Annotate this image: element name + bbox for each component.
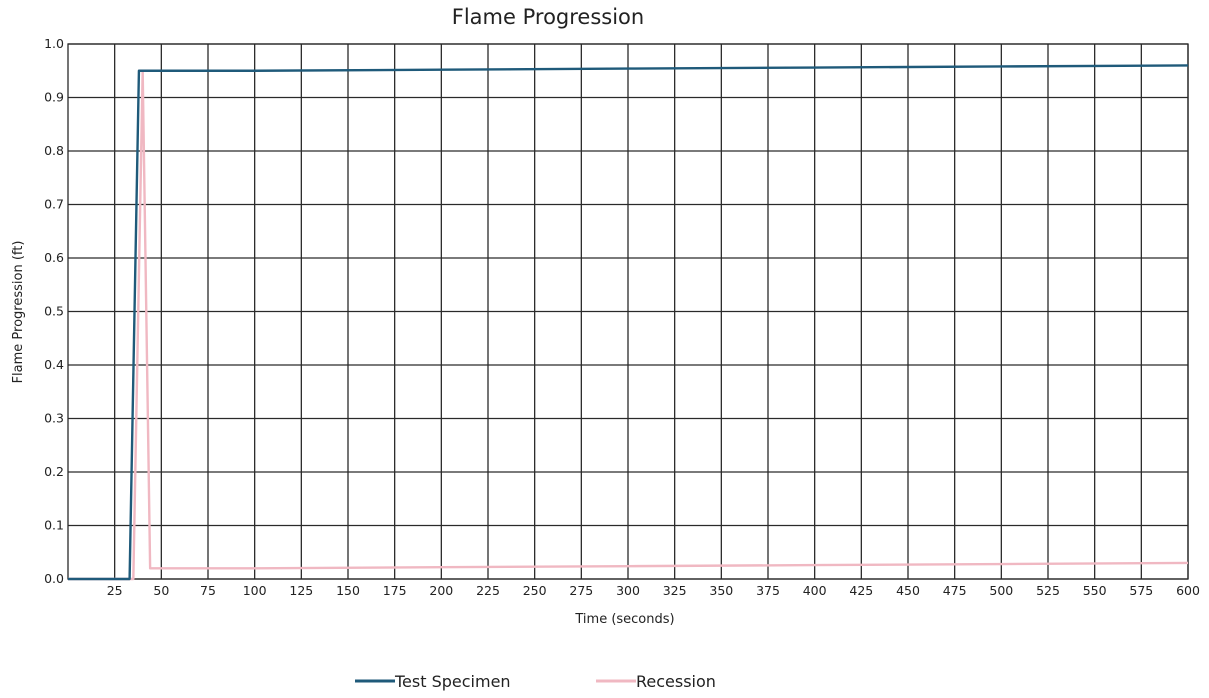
y-tick-label: 0.5	[44, 304, 64, 319]
x-tick-label: 275	[569, 583, 593, 598]
x-tick-label: 525	[1036, 583, 1060, 598]
y-axis-label: Flame Progression (ft)	[11, 241, 26, 384]
y-tick-label: 0.7	[44, 197, 64, 212]
y-tick-label: 0.6	[44, 250, 64, 265]
x-tick-label: 575	[1129, 583, 1153, 598]
y-tick-label: 0.0	[44, 571, 64, 586]
legend-label-test-specimen: Test Specimen	[394, 672, 511, 691]
grid	[67, 43, 1189, 580]
x-tick-label: 50	[153, 583, 169, 598]
x-tick-label: 400	[803, 583, 827, 598]
x-tick-label: 475	[943, 583, 967, 598]
series-line-test-specimen	[68, 64, 1189, 581]
y-tick-label: 0.2	[44, 464, 64, 479]
x-axis-label: Time (seconds)	[574, 612, 674, 627]
x-tick-label: 150	[336, 583, 360, 598]
x-tick-label: 250	[523, 583, 547, 598]
y-tick-label: 0.1	[44, 518, 64, 533]
y-tick-label: 0.9	[44, 90, 64, 105]
y-tick-label: 1.0	[44, 36, 64, 51]
series	[68, 64, 1189, 581]
x-tick-label: 375	[756, 583, 780, 598]
x-tick-label: 25	[107, 583, 123, 598]
series-line-recession	[68, 69, 1189, 581]
y-tick-label: 0.8	[44, 143, 64, 158]
x-tick-label: 450	[896, 583, 920, 598]
legend: Test Specimen Recession	[355, 672, 716, 691]
x-tick-label: 350	[709, 583, 733, 598]
x-tick-label: 500	[989, 583, 1013, 598]
x-tick-label: 425	[849, 583, 873, 598]
chart-title: Flame Progression	[452, 5, 644, 29]
x-axis-ticks: 25 50 75 100 125 150 175 200 225 250 275 300 325 350 3…	[107, 583, 1200, 598]
x-tick-label: 550	[1083, 583, 1107, 598]
x-tick-label: 325	[663, 583, 687, 598]
x-tick-label: 175	[383, 583, 407, 598]
x-tick-label: 600	[1176, 583, 1200, 598]
x-tick-label: 100	[243, 583, 267, 598]
x-tick-label: 225	[476, 583, 500, 598]
y-axis-ticks: 0.0 0.1 0.2 0.3 0.4 0.5 0.6 0.7 0.8 0.9 1.0	[44, 36, 64, 586]
x-tick-label: 300	[616, 583, 640, 598]
y-tick-label: 0.4	[44, 357, 64, 372]
legend-label-recession: Recession	[636, 672, 716, 691]
x-tick-label: 75	[200, 583, 216, 598]
x-tick-label: 200	[429, 583, 453, 598]
y-tick-label: 0.3	[44, 411, 64, 426]
x-tick-label: 125	[289, 583, 313, 598]
